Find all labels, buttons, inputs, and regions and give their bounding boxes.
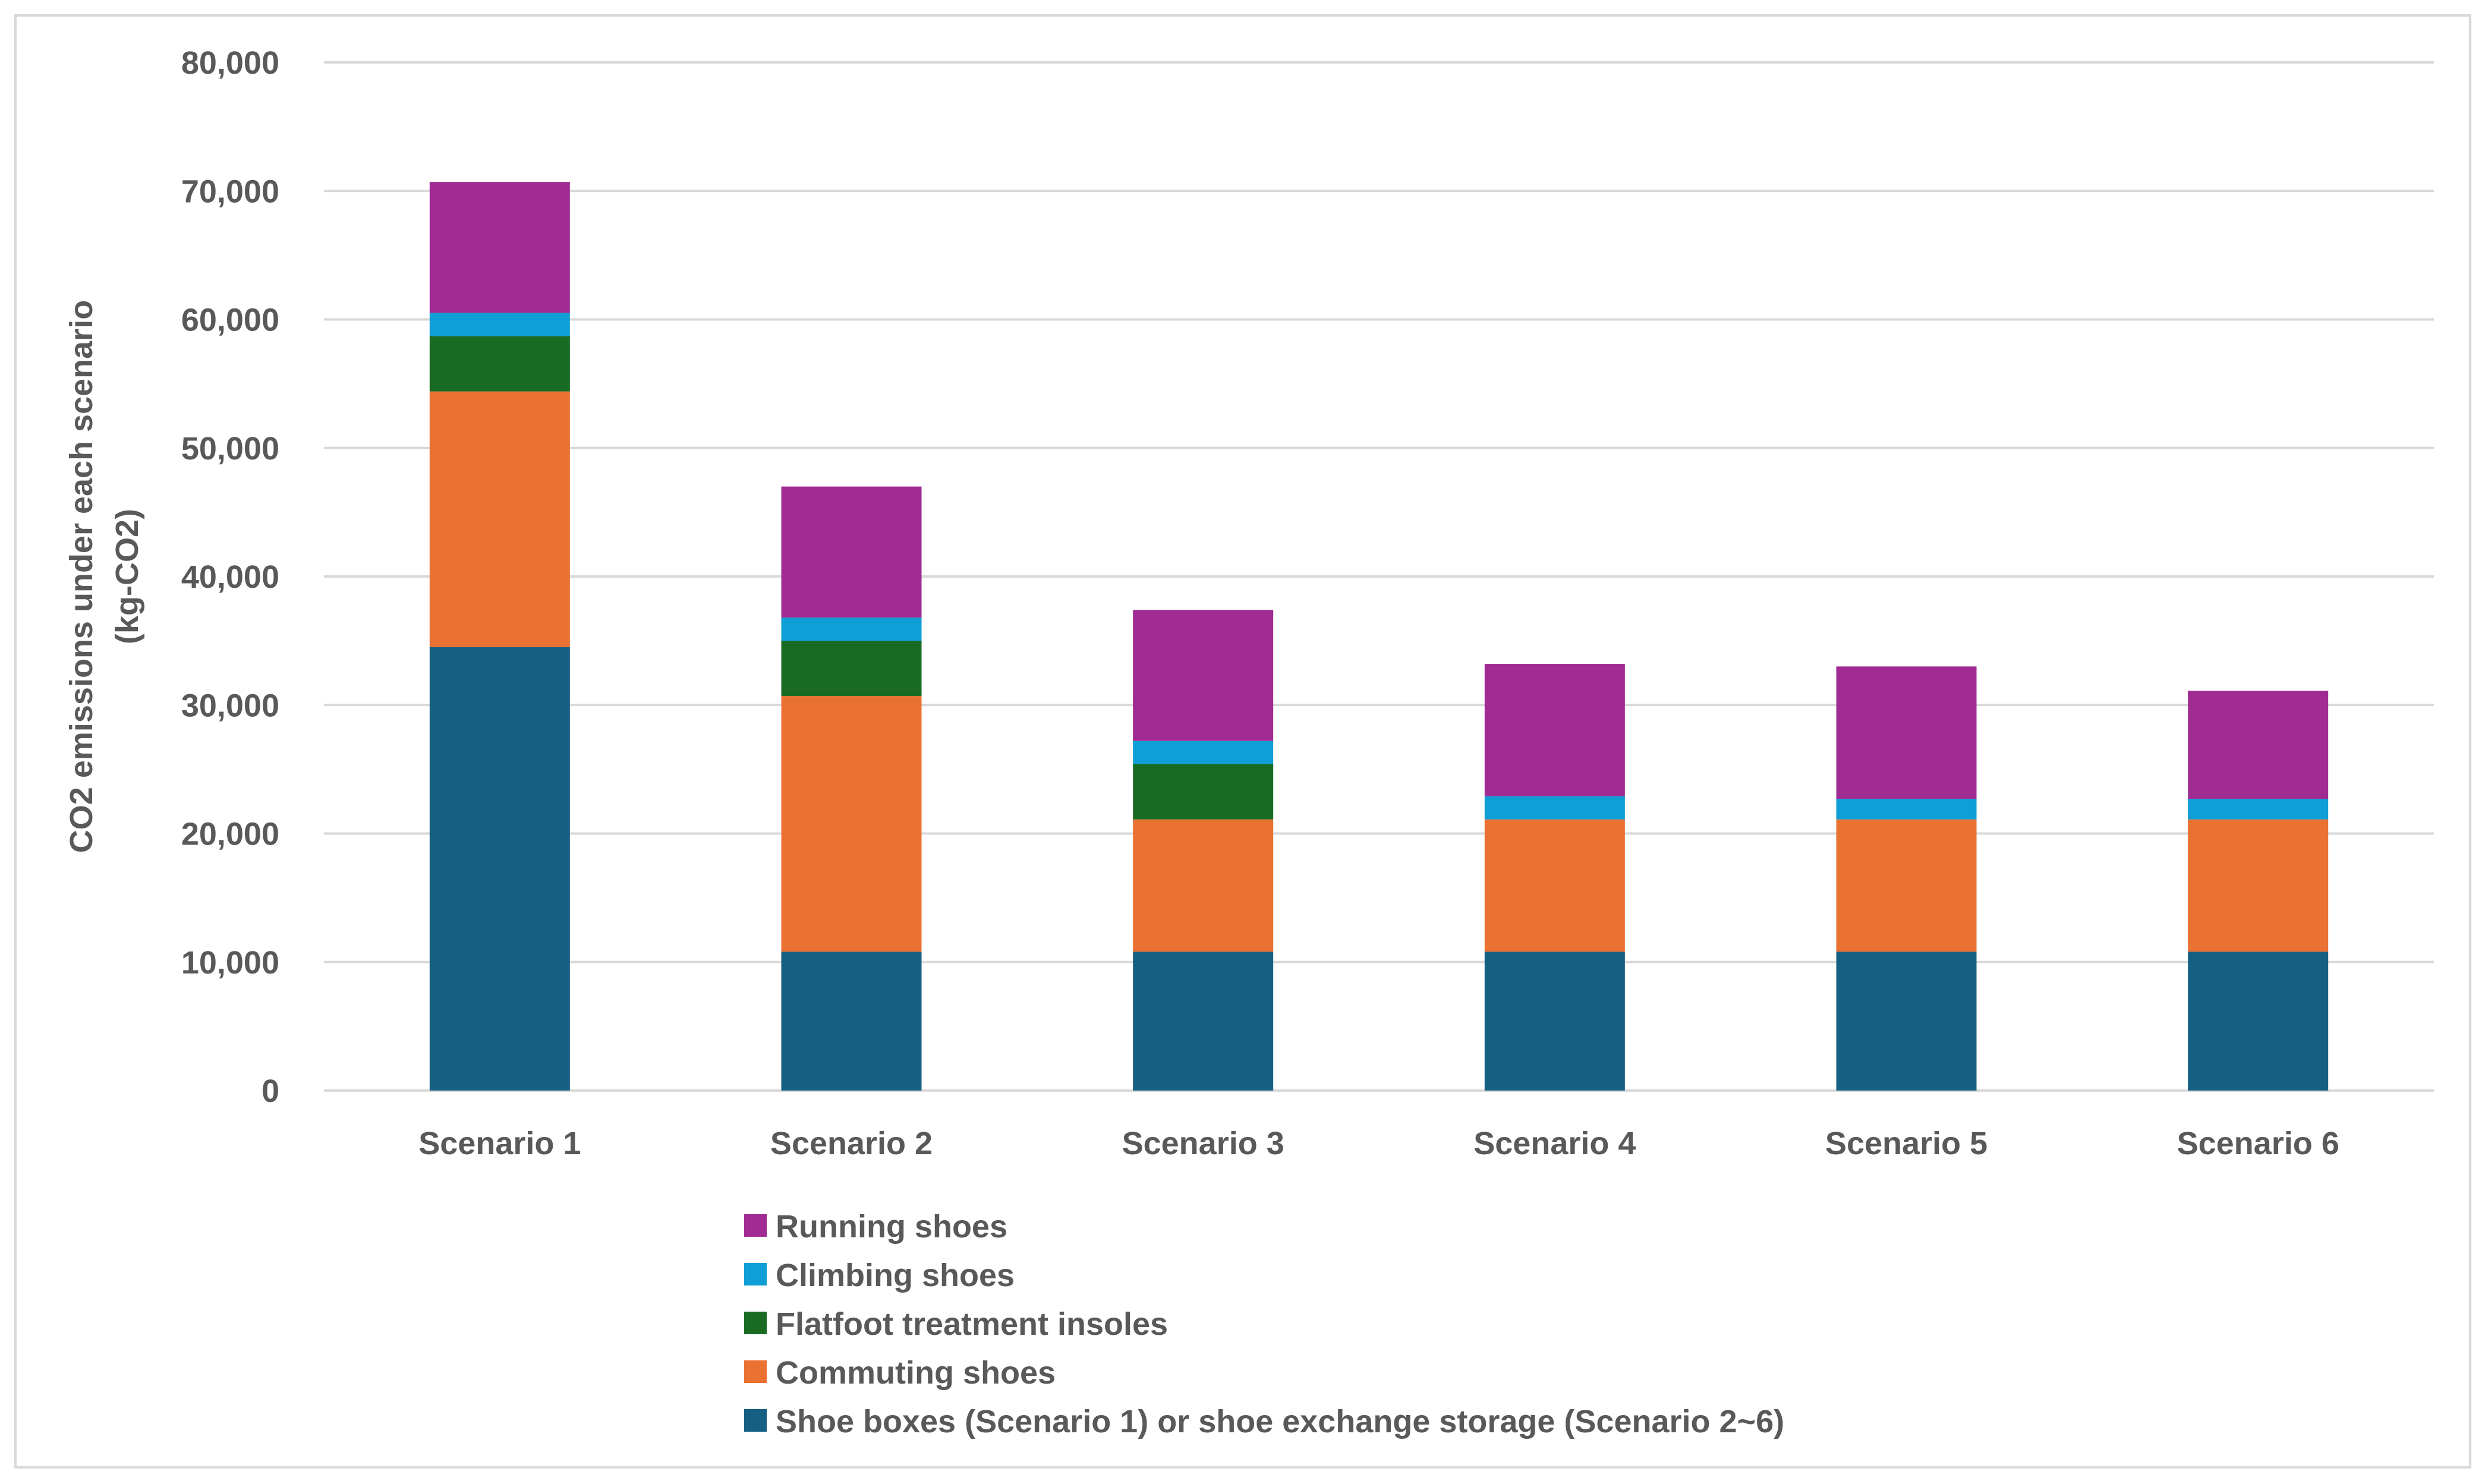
- y-tick-label: 0: [262, 1073, 279, 1109]
- y-tick-label: 80,000: [181, 45, 279, 81]
- legend-swatch: [744, 1263, 767, 1285]
- y-tick-label: 10,000: [181, 945, 279, 981]
- bar-segment: [781, 617, 922, 641]
- bar-segment: [1133, 741, 1274, 764]
- bar-segment: [1836, 799, 1977, 820]
- bar-segment: [2188, 691, 2329, 799]
- x-tick-label: Scenario 3: [1122, 1126, 1284, 1161]
- bar-segment: [1836, 666, 1977, 799]
- bar-segment: [781, 696, 922, 952]
- bar-segment: [781, 486, 922, 618]
- bar-segment: [429, 647, 570, 1091]
- legend-label: Commuting shoes: [776, 1355, 1056, 1391]
- bar-segment: [1836, 819, 1977, 952]
- bar-segment: [781, 951, 922, 1091]
- legend-label: Flatfoot treatment insoles: [776, 1306, 1168, 1342]
- legend-swatch: [744, 1312, 767, 1334]
- bar-segment: [429, 313, 570, 336]
- bar-segment: [2188, 819, 2329, 952]
- y-tick-label: 60,000: [181, 303, 279, 338]
- y-axis-title-units: (kg-CO2): [109, 509, 145, 644]
- bar-segment: [429, 391, 570, 647]
- bar-segment: [1133, 819, 1274, 952]
- bar-segment: [2188, 799, 2329, 820]
- x-tick-label: Scenario 2: [770, 1126, 933, 1161]
- bar-segment: [429, 336, 570, 392]
- gridlines: [324, 61, 2434, 1092]
- legend-label: Running shoes: [776, 1209, 1007, 1244]
- y-tick-label: 20,000: [181, 817, 279, 852]
- legend-swatch: [744, 1409, 767, 1432]
- y-tick-label: 40,000: [181, 559, 279, 595]
- y-tick-label: 50,000: [181, 431, 279, 467]
- legend-label: Climbing shoes: [776, 1258, 1015, 1293]
- bar-segment: [1133, 951, 1274, 1091]
- x-tick-label: Scenario 5: [1825, 1126, 1988, 1161]
- legend-label: Shoe boxes (Scenario 1) or shoe exchange…: [776, 1404, 1784, 1439]
- y-tick-label: 70,000: [181, 174, 279, 209]
- bar-segment: [1484, 819, 1625, 952]
- bar-segment: [1133, 764, 1274, 820]
- legend: Running shoes Climbing shoes Flatfoot trea…: [744, 1209, 1784, 1439]
- y-axis: 0 10,000 20,000 30,000 40,000 50,000 60,000 70,…: [181, 45, 279, 1109]
- bar-segment: [429, 182, 570, 313]
- bar-segment: [1484, 664, 1625, 796]
- x-tick-label: Scenario 4: [1473, 1126, 1636, 1161]
- bar-segment: [1484, 951, 1625, 1091]
- bar-segment: [781, 641, 922, 697]
- x-tick-label: Scenario 6: [2177, 1126, 2339, 1161]
- bars: [429, 182, 2329, 1091]
- bar-segment: [1133, 610, 1274, 741]
- bar-segment: [1484, 796, 1625, 820]
- bar-segment: [1836, 951, 1977, 1091]
- x-tick-label: Scenario 1: [418, 1126, 581, 1161]
- x-axis: Scenario 1 Scenario 2 Scenario 3 Scenario 4…: [418, 1126, 2339, 1161]
- legend-swatch: [744, 1214, 767, 1237]
- y-axis-title: CO2 emissions under each scenario: [64, 300, 99, 853]
- bar-segment: [2188, 951, 2329, 1091]
- y-tick-label: 30,000: [181, 688, 279, 723]
- legend-swatch: [744, 1360, 767, 1383]
